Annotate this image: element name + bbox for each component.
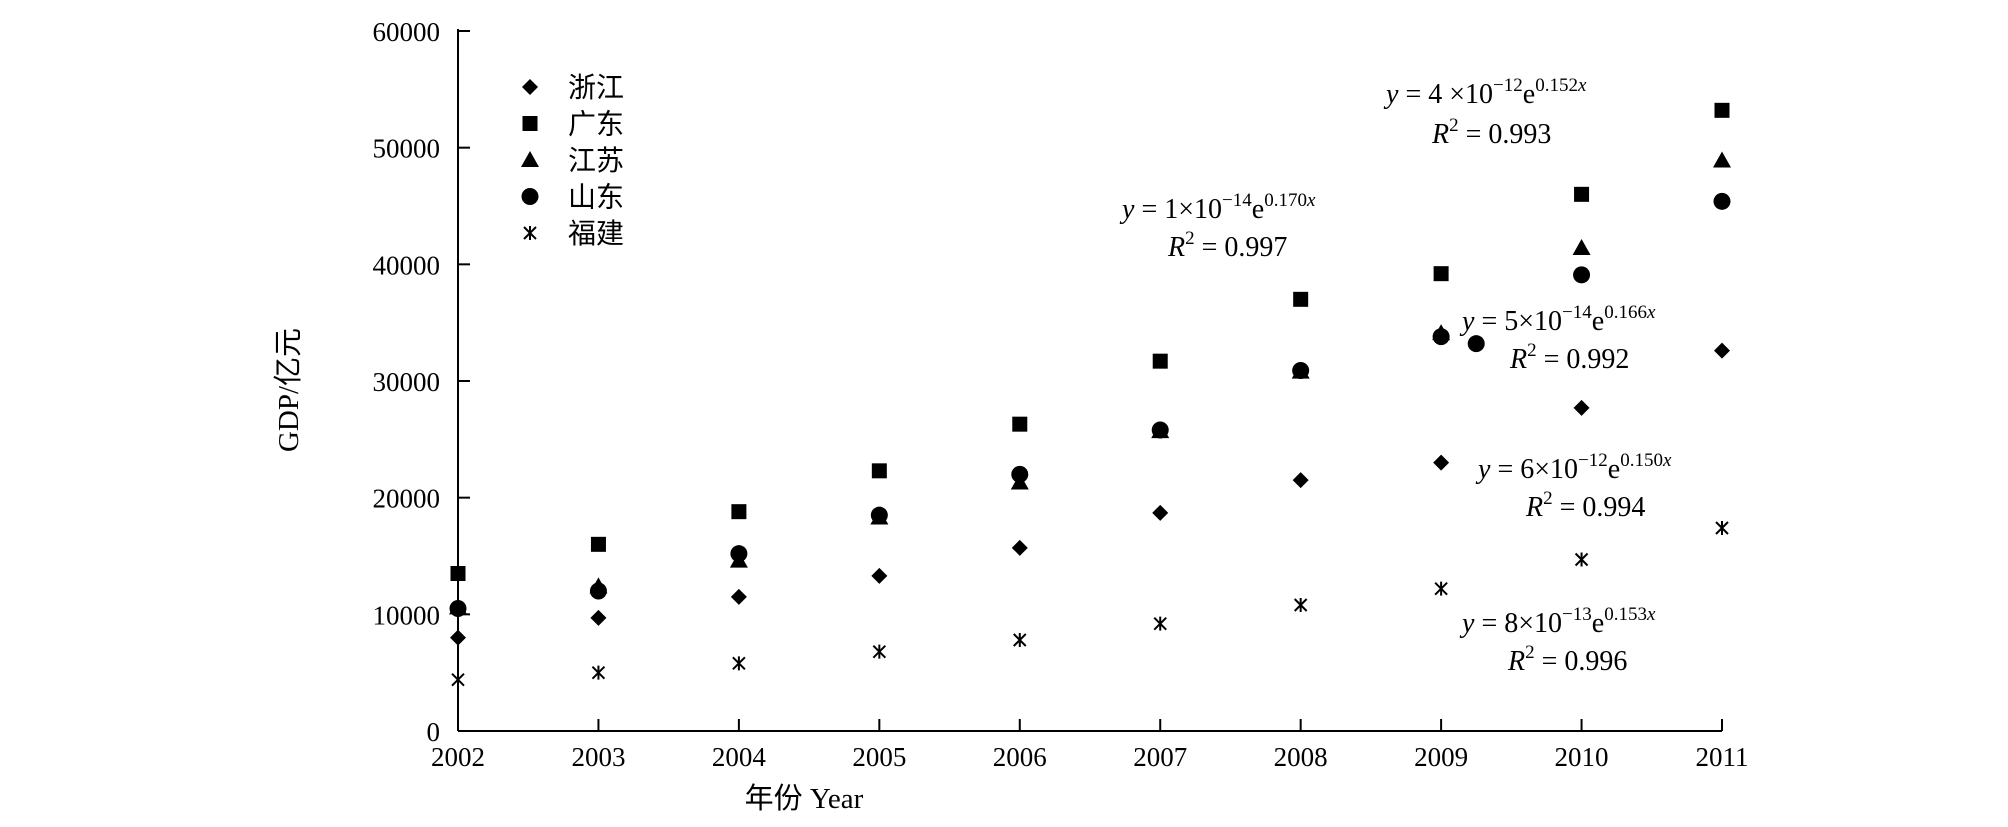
data-point [1292,362,1310,379]
data-point [1293,291,1309,307]
data-point [1011,465,1029,483]
x-tick-label: 2008 [1274,742,1328,772]
data-point [1151,421,1169,439]
x-tick-label: 2003 [571,742,625,772]
legend-marker [521,188,539,205]
y-tick-label: 50000 [373,134,441,164]
y-tick-label: 40000 [373,250,441,280]
data-point [1573,399,1590,416]
data-point [450,629,466,646]
y-tick-label: 30000 [373,367,441,397]
data-point [1432,328,1450,346]
equation-label: y = 1×10−14e0.170x [1119,190,1316,225]
data-point [1713,151,1731,168]
data-point [1152,504,1169,521]
data-point [1293,598,1308,612]
y-tick-label: 10000 [373,600,441,630]
legend-label: 山东 [568,182,624,214]
x-tick-label: 2007 [1133,742,1187,772]
data-point [1715,521,1729,535]
data-point [730,588,747,605]
x-tick-label: 2005 [852,742,906,772]
data-point [590,536,606,552]
data-point [1012,416,1028,432]
legend-marker [522,116,538,131]
y-tick-label: 0 [427,717,441,747]
r-squared-label: R2 = 0.993 [1431,115,1551,150]
x-tick-label: 2010 [1555,742,1609,772]
data-point [730,545,748,563]
x-tick-label: 2011 [1696,742,1749,772]
data-point [1433,266,1449,282]
legend-marker [522,79,538,95]
equation-label: y = 8×10−13e0.153x [1459,604,1656,639]
data-point [591,665,606,680]
r-squared-label: R2 = 0.997 [1167,228,1287,263]
legend-marker [523,226,537,240]
data-markers [449,102,1731,687]
data-point [449,600,467,617]
data-point [871,463,887,479]
data-point [451,672,465,687]
data-point [1574,552,1589,567]
legend-label: 浙江 [568,72,624,104]
data-point [1713,192,1731,210]
legend-label: 福建 [568,218,624,250]
r-squared-label: R2 = 0.996 [1507,642,1627,677]
y-tick-label: 60000 [373,17,441,47]
legend-label: 江苏 [568,145,624,177]
data-point [1714,102,1730,118]
x-tick-label: 2009 [1414,742,1468,772]
data-point [1572,239,1591,255]
data-point [1153,616,1167,631]
data-point [872,644,887,659]
data-point [1292,472,1309,489]
data-point [450,566,466,581]
data-point [590,609,607,626]
data-point [1152,353,1168,369]
data-point [1714,342,1730,359]
data-point [1573,266,1591,284]
equation-label: y = 4 ×10−12e0.152x [1383,75,1587,110]
data-point [1467,335,1485,353]
r-squared-label: R2 = 0.994 [1525,488,1645,523]
x-tick-label: 2002 [431,742,485,772]
data-point [1011,539,1028,556]
y-axis-title: GDP/亿元 [272,328,305,452]
data-point [731,504,747,520]
equation-label: y = 6×10−12e0.150x [1475,450,1672,485]
x-axis-title: 年份 Year [745,782,864,815]
data-point [589,582,607,600]
data-point [1013,633,1027,647]
x-tick-label: 2006 [993,742,1047,772]
data-point [1433,454,1450,471]
data-point [1574,186,1590,202]
legend-marker [521,151,539,167]
data-point [871,567,888,584]
equation-label: y = 5×10−14e0.166x [1459,302,1656,337]
data-point [732,656,746,671]
data-point [870,506,888,524]
legend-label: 广东 [568,109,624,141]
x-tick-label: 2004 [712,742,767,772]
y-tick-label: 20000 [373,484,441,514]
axes: 0 10000 20000 30000 40000 50000 60000 2002 2003 2… [373,17,1749,772]
data-point [1434,581,1448,596]
r-squared-label: R2 = 0.992 [1509,340,1629,375]
